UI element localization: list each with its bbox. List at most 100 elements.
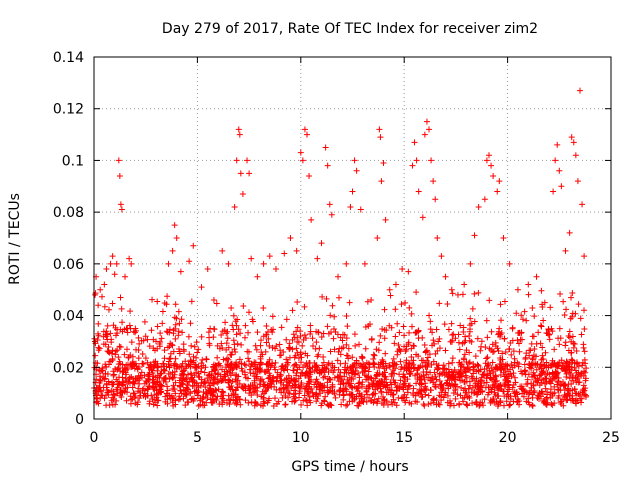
data-point: [265, 366, 272, 373]
data-point: [465, 366, 472, 373]
data-point: [140, 360, 147, 367]
data-point: [486, 345, 493, 352]
data-point: [130, 390, 137, 397]
data-point: [230, 326, 237, 333]
data-point: [529, 402, 536, 409]
data-point: [286, 354, 293, 361]
data-point: [500, 388, 507, 395]
data-point: [467, 322, 474, 329]
data-point: [377, 134, 384, 141]
data-point: [202, 384, 209, 391]
data-point: [388, 371, 395, 378]
data-point: [265, 335, 272, 342]
data-point: [376, 364, 383, 371]
data-point: [218, 340, 225, 347]
data-point: [179, 329, 186, 336]
data-point: [361, 260, 368, 267]
data-point: [488, 388, 495, 395]
data-point: [258, 367, 265, 374]
data-point: [315, 351, 322, 358]
data-point: [210, 334, 217, 341]
data-point: [306, 360, 313, 367]
data-point: [361, 394, 368, 401]
data-point: [114, 330, 121, 337]
data-point: [170, 382, 177, 389]
data-point: [266, 395, 273, 402]
data-point: [225, 364, 232, 371]
data-point: [405, 360, 412, 367]
data-point: [170, 348, 177, 355]
data-point: [506, 402, 513, 409]
data-point: [415, 335, 422, 342]
data-point: [117, 389, 124, 396]
data-point: [241, 361, 248, 368]
data-point: [544, 388, 551, 395]
y-tick-label: 0.02: [53, 360, 84, 376]
data-point: [565, 333, 572, 340]
data-point: [406, 329, 413, 336]
data-point: [299, 342, 306, 349]
data-point: [261, 390, 268, 397]
data-point: [449, 373, 456, 380]
data-point: [220, 356, 227, 363]
data-point: [175, 332, 182, 339]
data-point: [272, 395, 279, 402]
data-point: [299, 157, 306, 164]
data-point: [558, 381, 565, 388]
data-point: [432, 381, 439, 388]
data-point: [207, 325, 214, 332]
data-point: [154, 345, 161, 352]
data-point: [253, 387, 260, 394]
data-point: [571, 341, 578, 348]
data-point: [283, 336, 290, 343]
data-point: [388, 399, 395, 406]
data-point: [232, 318, 239, 325]
data-point: [525, 371, 532, 378]
data-point: [360, 368, 367, 375]
data-point: [551, 400, 558, 407]
data-point: [195, 346, 202, 353]
data-point: [165, 370, 172, 377]
data-point: [325, 402, 332, 409]
data-point: [225, 260, 232, 267]
data-point: [114, 384, 121, 391]
data-point: [116, 172, 123, 179]
data-point: [549, 370, 556, 377]
data-point: [302, 335, 309, 342]
data-point: [307, 399, 314, 406]
data-point: [276, 352, 283, 359]
data-point: [502, 383, 509, 390]
data-point: [447, 382, 454, 389]
data-point: [543, 375, 550, 382]
data-point: [123, 397, 130, 404]
data-point: [483, 317, 490, 324]
data-point: [375, 395, 382, 402]
x-axis-label: GPS time / hours: [291, 459, 408, 475]
data-point: [575, 374, 582, 381]
data-point: [457, 377, 464, 384]
data-point: [239, 191, 246, 198]
data-point: [221, 327, 228, 334]
data-point: [293, 372, 300, 379]
data-point: [536, 382, 543, 389]
data-point: [400, 323, 407, 330]
data-point: [218, 388, 225, 395]
data-point: [285, 389, 292, 396]
data-point: [260, 394, 267, 401]
data-point: [384, 382, 391, 389]
data-point: [293, 362, 300, 369]
data-point: [427, 387, 434, 394]
data-point: [498, 317, 505, 324]
data-point: [141, 380, 148, 387]
data-point: [523, 317, 530, 324]
data-point: [466, 394, 473, 401]
data-point: [195, 402, 202, 409]
data-point: [107, 330, 114, 337]
data-point: [509, 325, 516, 332]
data-point: [487, 399, 494, 406]
data-point: [564, 359, 571, 366]
data-point: [377, 380, 384, 387]
data-point: [184, 386, 191, 393]
data-point: [414, 389, 421, 396]
data-point: [263, 339, 270, 346]
